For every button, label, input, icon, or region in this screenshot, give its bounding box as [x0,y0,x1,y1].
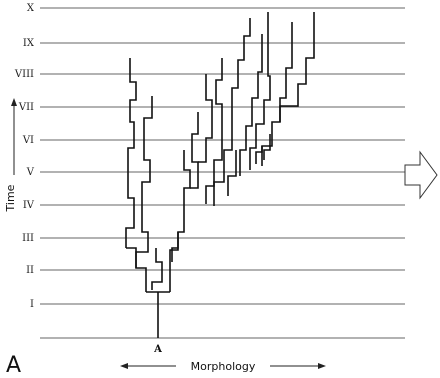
lineage-mid-7 [213,112,233,206]
lineage-mid-4 [190,112,199,189]
morphology-axis: Morphology [120,360,326,373]
lineage-left-2 [125,172,135,248]
lineage-mid-3 [171,232,179,262]
lineage-right-9 [255,146,263,164]
time-axis-label: Time [4,184,17,212]
time-axis: Time [4,98,17,212]
lineage-right-2 [231,18,251,112]
level-label-iii: III [22,233,34,244]
level-labels: X IX VIII VII VI V IV III II I [14,3,35,310]
level-label-ix: IX [23,38,35,49]
morphology-arrowhead-left [120,363,128,369]
level-label-vi: VI [22,135,34,146]
lineage-right-1 [215,58,223,128]
morphology-arrowhead-right [318,363,326,369]
morphology-axis-label: Morphology [191,360,256,373]
lineage-right-4 [249,12,271,170]
lineage-right-6 [263,134,271,160]
lineage-right-5 [261,22,293,166]
level-label-v: V [26,167,35,178]
lineage-left-4 [141,134,151,206]
level-label-viii: VIII [14,69,34,80]
lineage-mid-6 [205,128,223,204]
lineage-left-3 [135,206,149,268]
root-label: A [153,344,162,355]
level-label-ii: II [26,265,34,276]
time-gridlines [40,7,405,339]
lineage-mid-5 [198,74,213,163]
lineage-tree [125,12,315,338]
lineage-mid-2 [183,150,191,210]
right-arrow-icon [404,150,438,200]
lineage-right-7 [279,12,315,122]
lineage-left-6 [127,58,137,172]
lineage-right-8 [227,150,237,196]
lineage-left-5 [143,96,153,134]
time-axis-arrowhead [11,98,17,106]
lineage-right-3 [239,34,263,176]
level-label-iv: IV [23,200,35,211]
panel-label: A [6,353,21,378]
level-label-vii: VII [18,102,34,113]
level-label-x: X [27,3,35,14]
lineage-left-7 [151,248,163,290]
level-label-i: I [30,299,34,310]
